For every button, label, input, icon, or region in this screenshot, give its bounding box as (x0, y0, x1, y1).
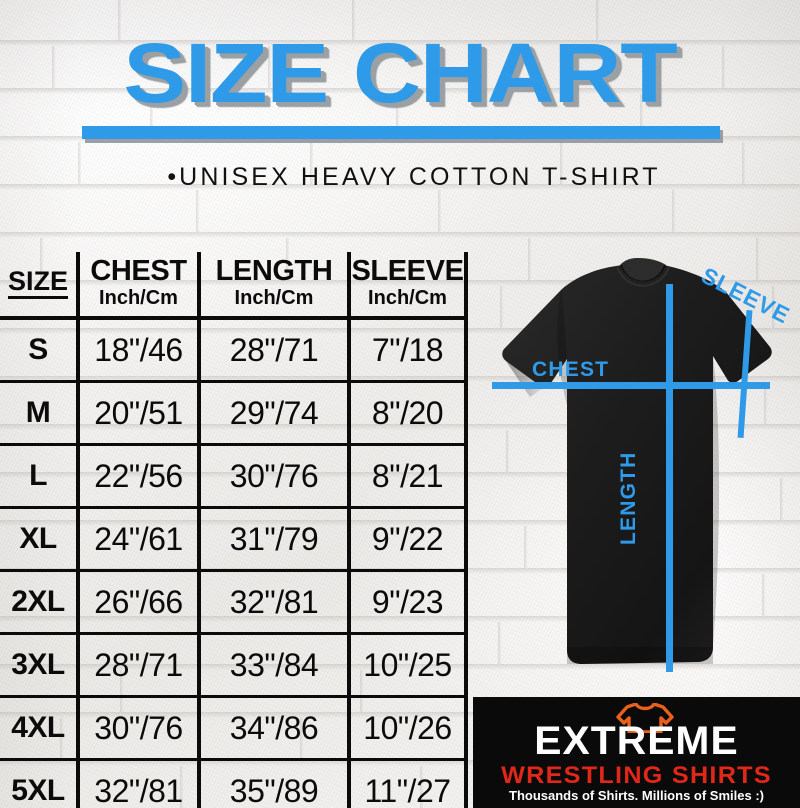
cell-size: M (0, 381, 78, 446)
column-header-sleeve: SLEEVE Inch/Cm (347, 252, 468, 320)
page-title-wrapper: SIZE CHART (0, 26, 800, 120)
size-table-container: SIZE CHEST Inch/Cm LENGTH Inch/Cm SLEEVE… (0, 252, 468, 808)
table-row: L 22"/56 30"/76 8"/21 (0, 444, 468, 509)
cell-sleeve: 9"/23 (347, 570, 468, 635)
column-header-sleeve-title: SLEEVE (351, 255, 464, 287)
tshirt-hem-shadow (567, 647, 713, 664)
brand-name-secondary: WRESTLING SHIRTS (501, 762, 772, 789)
column-header-length-title: LENGTH (215, 255, 333, 287)
page-title: SIZE CHART (123, 26, 677, 120)
cell-chest: 28"/71 (76, 633, 199, 698)
table-header-row: SIZE CHEST Inch/Cm LENGTH Inch/Cm SLEEVE… (0, 252, 468, 320)
length-label: LENGTH (617, 451, 640, 545)
cell-sleeve: 8"/20 (347, 381, 468, 446)
tshirt-body-shape (502, 265, 772, 664)
cell-sleeve: 9"/22 (347, 507, 468, 572)
column-header-chest-unit: Inch/Cm (99, 287, 178, 309)
cell-size: XL (0, 507, 78, 572)
column-header-length-unit: Inch/Cm (234, 287, 314, 309)
tshirt-left-shoulder-shade (557, 289, 567, 405)
cell-size: 2XL (0, 570, 78, 635)
column-header-sleeve-unit: Inch/Cm (368, 287, 447, 309)
cell-chest: 26"/66 (76, 570, 199, 635)
column-header-size-label: SIZE (7, 267, 68, 300)
size-table: SIZE CHEST Inch/Cm LENGTH Inch/Cm SLEEVE… (0, 252, 468, 808)
cell-size: 3XL (0, 633, 78, 698)
tshirt-collar-rib (615, 266, 671, 287)
cell-length: 29"/74 (197, 381, 349, 446)
tshirt-graphic (492, 258, 772, 672)
cell-sleeve: 10"/26 (347, 696, 468, 761)
brand-logo: EXTREME WRESTLING SHIRTS Thousands of Sh… (473, 697, 800, 808)
cell-length: 33"/84 (197, 633, 349, 698)
cell-chest: 24"/61 (76, 507, 199, 572)
tshirt-collar (620, 258, 666, 282)
cell-size: 5XL (11, 774, 65, 807)
cell-length: 31"/79 (197, 507, 349, 572)
cell-chest: 18"/46 (76, 318, 199, 383)
brand-name-primary: EXTREME (534, 719, 739, 763)
column-header-size: SIZE (0, 252, 78, 320)
cell-size: 4XL (0, 696, 78, 761)
table-row: S 18"/46 28"/71 7"/18 (0, 318, 468, 383)
sleeve-measure-line (737, 309, 753, 439)
cell-chest: 32"/81 (76, 759, 199, 808)
table-row: M 20"/51 29"/74 8"/20 (0, 381, 468, 446)
cell-sleeve: 8"/21 (347, 444, 468, 509)
table-row: 3XL 28"/71 33"/84 10"/25 (0, 633, 468, 698)
tshirt-right-side-shade (713, 356, 720, 647)
table-row: 5XL 32"/81 35"/89 11"/27 (0, 759, 468, 808)
table-row: 4XL 30"/76 34"/86 10"/26 (0, 696, 468, 761)
cell-sleeve: 7"/18 (347, 318, 468, 383)
title-underline-bar (82, 126, 720, 139)
chest-label: CHEST (532, 358, 610, 381)
cell-chest: 22"/56 (76, 444, 199, 509)
cell-length: 28"/71 (197, 318, 349, 383)
cell-length: 35"/89 (197, 759, 349, 808)
column-header-length: LENGTH Inch/Cm (197, 252, 349, 320)
chest-measure-line (492, 382, 770, 389)
length-measure-line (666, 284, 673, 672)
cell-length: 30"/76 (197, 444, 349, 509)
table-row: XL 24"/61 31"/79 9"/22 (0, 507, 468, 572)
cell-sleeve: 10"/25 (347, 633, 468, 698)
column-header-chest-title: CHEST (90, 255, 187, 287)
brand-tagline: Thousands of Shirts. Millions of Smiles … (509, 788, 764, 803)
cell-size: L (0, 444, 78, 509)
cell-sleeve: 11"/27 (347, 759, 468, 808)
table-row: 2XL 26"/66 32"/81 9"/23 (0, 570, 468, 635)
tshirt-illustration (470, 255, 800, 680)
cell-chest: 30"/76 (76, 696, 199, 761)
cell-length: 32"/81 (197, 570, 349, 635)
column-header-chest: CHEST Inch/Cm (76, 252, 199, 320)
page-subtitle: •UNISEX HEAVY COTTON T-SHIRT (167, 163, 661, 191)
cell-length: 34"/86 (197, 696, 349, 761)
tshirt-outline-icon (616, 703, 674, 733)
cell-chest: 20"/51 (76, 381, 199, 446)
cell-size: S (0, 318, 78, 383)
